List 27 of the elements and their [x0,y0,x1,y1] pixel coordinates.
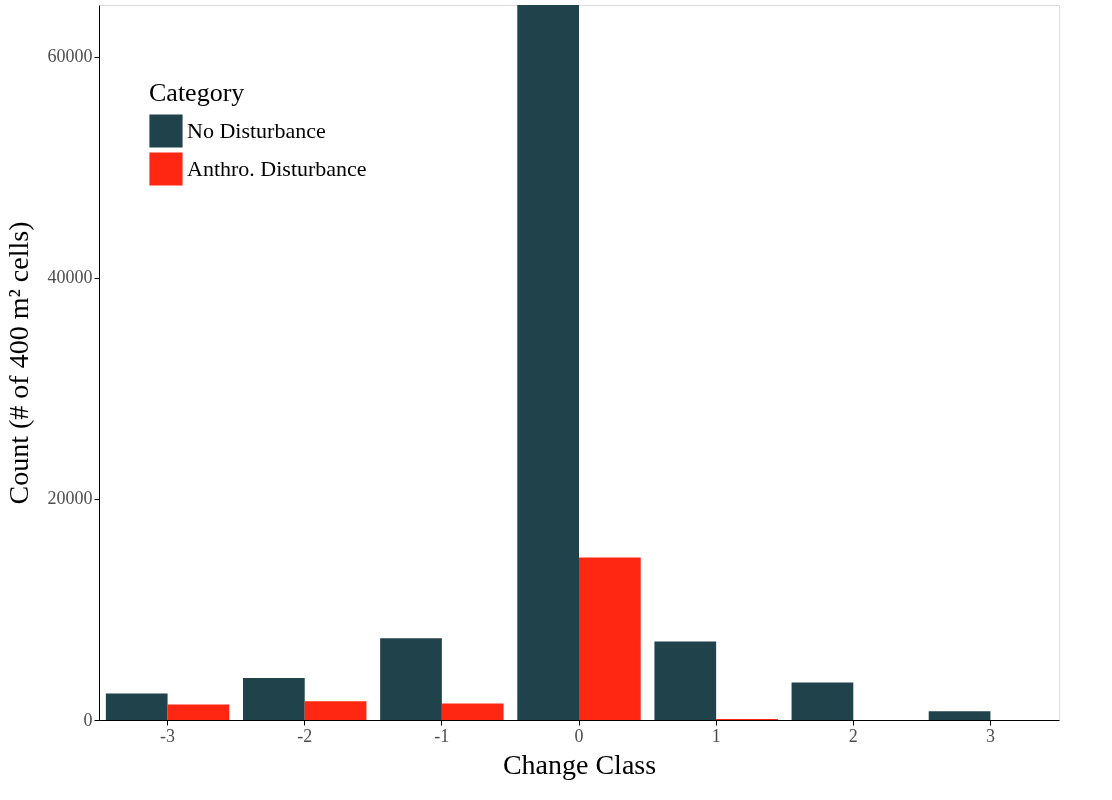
y-tick-label: 0 [83,709,93,730]
bar [380,638,442,720]
y-tick-label: 60000 [47,46,93,67]
bar [441,703,504,720]
bar [791,682,854,720]
x-tick-label: -1 [434,725,450,746]
x-tick-label: 0 [574,725,584,746]
x-tick-label: 2 [848,725,858,746]
legend-title: Category [149,78,245,107]
bar [105,693,168,720]
bar [579,557,641,720]
x-tick-label: 1 [711,725,721,746]
x-axis-title: Change Class [502,748,657,780]
x-tick-label: -2 [297,725,313,746]
bar [304,701,367,720]
y-axis-title: Count (# of 400 m² cells) [2,221,34,505]
y-tick-label: 40000 [47,267,93,288]
bar [517,5,579,720]
bar [243,678,305,720]
bar [928,711,991,720]
bar [654,641,717,720]
legend-label: Anthro. Disturbance [187,156,367,181]
legend-label: No Disturbance [187,118,326,143]
x-tick-label: -3 [160,725,176,746]
bar [167,704,230,720]
x-tick-label: 3 [985,725,995,746]
y-tick-label: 20000 [47,488,93,509]
